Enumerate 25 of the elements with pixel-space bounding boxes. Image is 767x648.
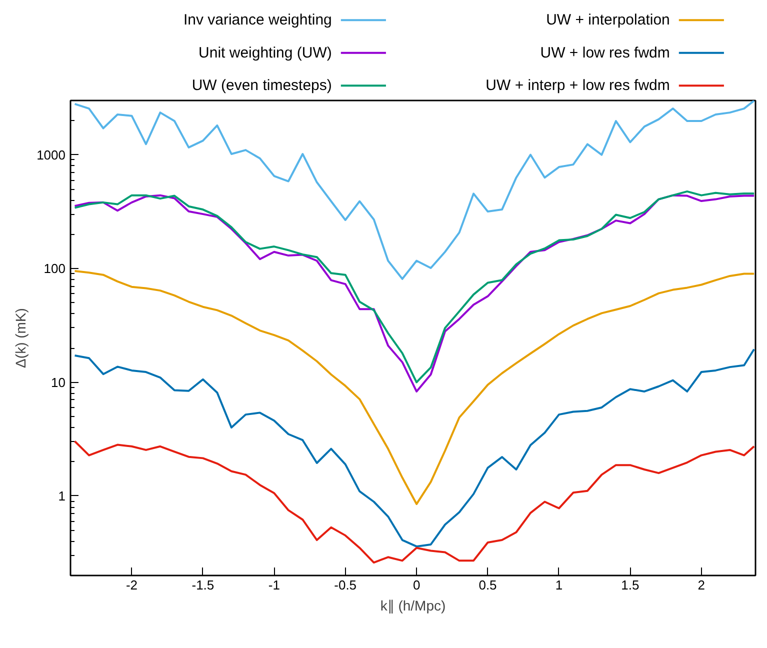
x-tick-label: 1 — [555, 578, 563, 592]
x-axis-title: k∥ (h/Mpc) — [380, 598, 446, 614]
x-tick-label: -1 — [268, 578, 280, 592]
legend-label: Unit weighting (UW) — [198, 44, 332, 62]
legend-label: UW (even timesteps) — [192, 77, 332, 94]
y-tick-label: 100 — [44, 261, 66, 276]
legend-label: UW + interp + low res fwdm — [486, 77, 670, 94]
legend-label: UW + low res fwdm — [540, 44, 670, 62]
x-tick-label: 0 — [412, 578, 420, 592]
x-tick-label: 0.5 — [478, 578, 497, 592]
y-tick-label: 10 — [51, 374, 66, 390]
x-tick-label: -1.5 — [192, 578, 214, 592]
y-axis-title: Δ(k) (mK) — [12, 308, 29, 368]
x-tick-label: 2 — [698, 578, 706, 592]
y-tick-label: 1 — [58, 488, 66, 504]
legend-label: Inv variance weighting — [183, 12, 332, 29]
line-series — [74, 440, 756, 564]
line-series — [74, 270, 756, 506]
x-tick-label: -0.5 — [334, 578, 357, 592]
line-series — [74, 348, 756, 548]
x-tick-label: 1.5 — [621, 578, 640, 592]
y-tick-label: 1000 — [36, 147, 66, 162]
x-tick-label: -2 — [126, 578, 138, 592]
line-series — [74, 100, 756, 280]
legend-label: UW + interpolation — [546, 12, 670, 29]
